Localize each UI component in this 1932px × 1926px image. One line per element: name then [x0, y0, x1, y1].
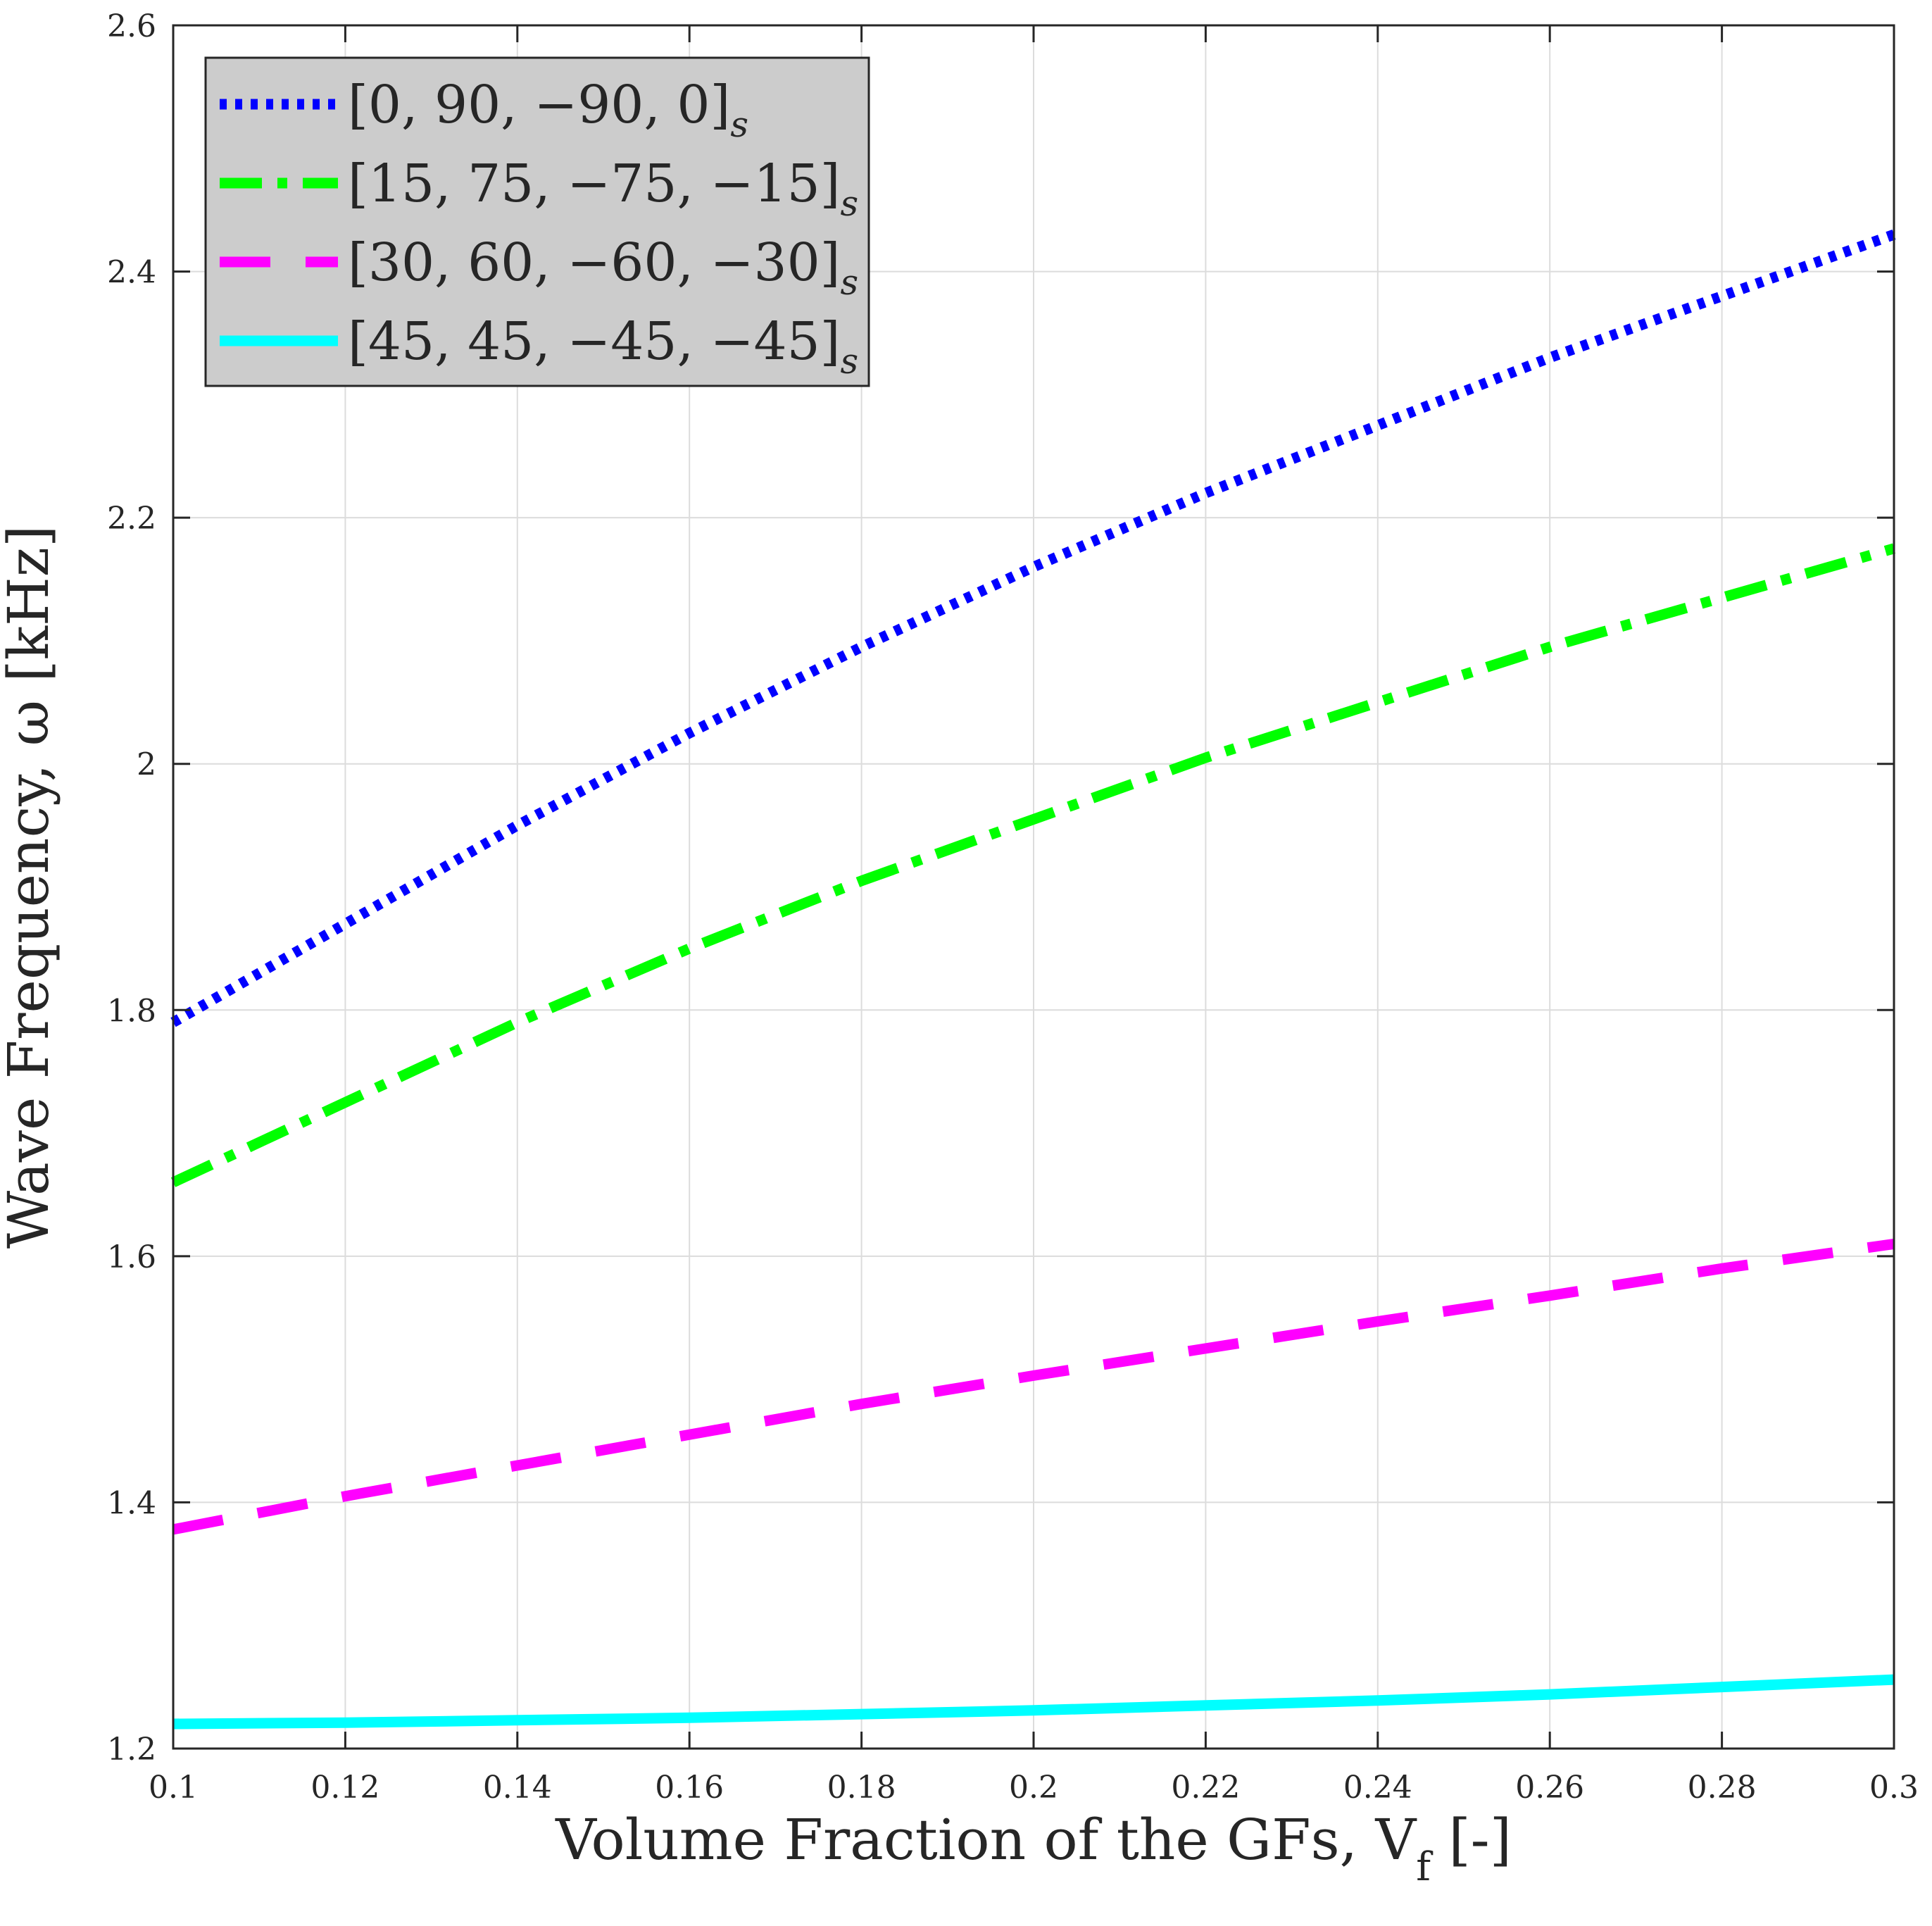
y-tick-label: 1.6	[107, 1239, 156, 1275]
x-axis-title-main: Volume Fraction of the GFs, V	[555, 1807, 1417, 1872]
x-tick-label: 0.2	[1009, 1770, 1058, 1806]
legend: [0, 90, −90, 0]s[15, 75, −75, −15]s[30, …	[204, 56, 870, 387]
legend-label-2: [15, 75, −75, −15]s	[348, 154, 858, 224]
legend-label-subscript: s	[730, 104, 748, 145]
x-axis-title: Volume Fraction of the GFs, Vf [-]	[555, 1807, 1512, 1890]
x-tick-label: 0.26	[1515, 1770, 1584, 1806]
series-line-4	[172, 1674, 1895, 1730]
legend-label-3: [30, 60, −60, −30]s	[348, 232, 858, 303]
series-layer	[170, 230, 1896, 1730]
series-line-2	[170, 543, 1896, 1187]
legend-label-text: [45, 45, −45, −45]	[348, 311, 841, 372]
x-tick-label: 0.28	[1688, 1770, 1757, 1806]
y-tick-label: 1.2	[107, 1732, 156, 1768]
x-tick-label: 0.3	[1869, 1770, 1919, 1806]
legend-box	[204, 56, 870, 387]
ticks	[172, 24, 1895, 1750]
x-tick-label: 0.1	[149, 1770, 198, 1806]
y-tick-label: 2.4	[107, 255, 156, 291]
legend-label-subscript: s	[841, 262, 859, 303]
y-tick-label: 1.4	[107, 1485, 156, 1521]
legend-label-subscript: s	[841, 341, 859, 382]
legend-label-text: [15, 75, −75, −15]	[348, 154, 841, 214]
legend-label-text: [30, 60, −60, −30]	[348, 232, 841, 293]
x-tick-label: 0.18	[827, 1770, 896, 1806]
y-tick-label: 2	[137, 747, 156, 783]
x-axis-title-suffix: [-]	[1431, 1807, 1512, 1872]
series-line-1	[170, 230, 1896, 1027]
y-tick-label: 2.2	[107, 501, 156, 537]
x-tick-label: 0.22	[1171, 1770, 1240, 1806]
x-tick-label: 0.14	[483, 1770, 552, 1806]
legend-label-subscript: s	[841, 183, 859, 224]
y-tick-label: 1.8	[107, 993, 156, 1029]
x-tick-label: 0.24	[1343, 1770, 1412, 1806]
legend-label-1: [0, 90, −90, 0]s	[348, 75, 748, 145]
y-tick-label: 2.6	[107, 8, 156, 44]
x-tick-label: 0.16	[655, 1770, 724, 1806]
legend-label-4: [45, 45, −45, −45]s	[348, 311, 858, 382]
x-tick-label: 0.12	[310, 1770, 380, 1806]
series-line-3	[172, 1238, 1895, 1535]
legend-label-text: [0, 90, −90, 0]	[348, 75, 730, 135]
y-axis-title: Wave Frequency, ω [kHz]	[0, 525, 61, 1249]
tick-labels: 0.1 0.12 0.14 0.16 0.18 0.2 0.22 0.24 0.26 0.28 0.…	[107, 8, 1919, 1806]
